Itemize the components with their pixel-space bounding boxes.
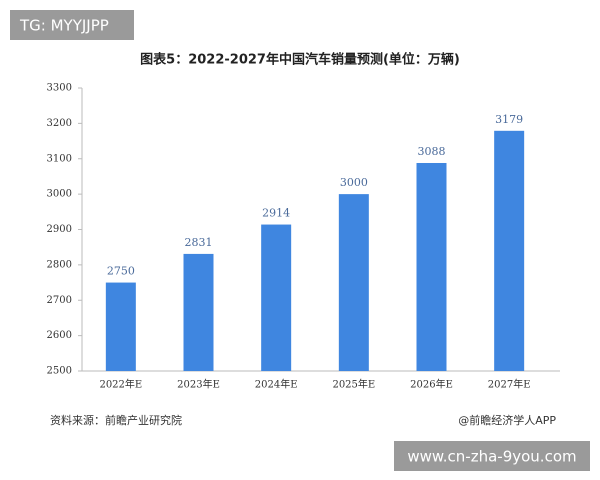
value-label: 3000	[340, 176, 368, 189]
value-label: 3088	[418, 145, 446, 158]
x-tick-label: 2024年E	[255, 378, 298, 391]
value-label: 2914	[262, 207, 290, 220]
bottom-badge: www.cn-zha-9you.com	[407, 448, 576, 466]
y-tick-label: 2800	[47, 259, 72, 270]
y-tick-label: 3200	[47, 118, 72, 129]
x-tick-label: 2026年E	[410, 378, 453, 391]
bar	[416, 162, 447, 371]
y-tick-label: 2900	[47, 224, 72, 235]
value-label: 2831	[185, 236, 213, 249]
bar	[183, 253, 214, 371]
y-tick-label: 3000	[47, 189, 72, 200]
badge-bg	[394, 441, 590, 471]
y-tick-label: 2500	[47, 366, 72, 377]
x-tick-label: 2025年E	[332, 378, 375, 391]
x-tick-label: 2027年E	[488, 378, 531, 391]
y-tick-label: 2700	[47, 295, 72, 306]
credit: @前瞻经济学人APP	[458, 413, 556, 427]
bar	[261, 224, 292, 371]
value-label: 2750	[107, 265, 135, 278]
y-tick-label: 3100	[47, 153, 72, 164]
bar	[105, 282, 136, 371]
source: 资料来源：前瞻产业研究院	[50, 413, 182, 427]
value-label: 3179	[495, 113, 523, 126]
x-tick-label: 2022年E	[99, 378, 142, 391]
top-badge: TG: MYYJJPP	[19, 17, 109, 35]
badge-bg	[10, 10, 134, 40]
y-tick-label: 3300	[47, 83, 72, 94]
bar	[338, 194, 369, 371]
chart-title: 图表5：2022-2027年中国汽车销量预测(单位：万辆)	[140, 52, 460, 68]
y-tick-label: 2600	[47, 330, 72, 341]
x-tick-label: 2023年E	[177, 378, 220, 391]
bar	[494, 130, 525, 371]
